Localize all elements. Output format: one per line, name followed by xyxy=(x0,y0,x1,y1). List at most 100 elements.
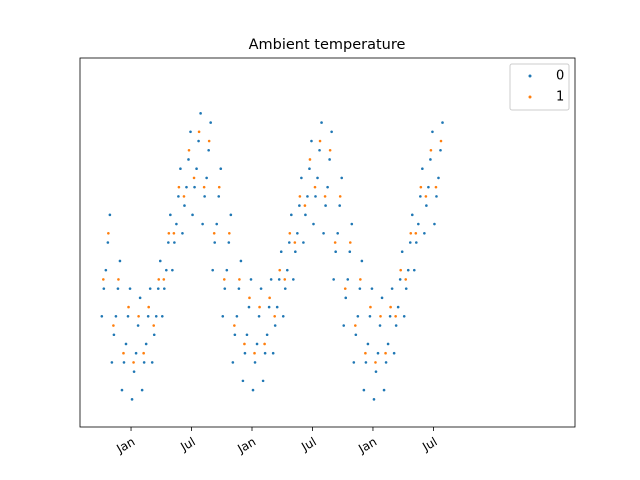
point xyxy=(223,287,227,290)
point xyxy=(294,250,297,254)
point xyxy=(318,139,322,143)
point xyxy=(160,315,164,318)
point xyxy=(398,278,402,281)
point xyxy=(238,278,241,281)
point xyxy=(359,278,362,281)
point xyxy=(421,167,424,170)
point xyxy=(241,379,245,383)
point xyxy=(342,324,346,327)
point xyxy=(334,250,337,254)
point xyxy=(205,176,208,180)
point xyxy=(177,185,181,189)
point xyxy=(128,287,132,290)
point xyxy=(235,315,239,318)
point xyxy=(437,176,440,180)
point xyxy=(439,148,442,152)
point xyxy=(406,268,410,272)
point xyxy=(217,195,221,198)
point xyxy=(248,296,251,300)
point xyxy=(402,315,406,318)
point xyxy=(177,195,180,198)
point xyxy=(414,231,418,235)
point xyxy=(324,204,327,207)
point xyxy=(330,130,333,134)
point xyxy=(217,185,221,189)
point xyxy=(195,167,198,170)
point xyxy=(424,195,428,198)
point xyxy=(281,315,285,318)
point xyxy=(390,287,394,290)
point xyxy=(344,296,348,300)
point xyxy=(316,176,319,180)
point xyxy=(247,305,251,309)
point xyxy=(231,361,235,364)
point xyxy=(140,388,144,392)
point xyxy=(116,287,120,290)
legend-box xyxy=(509,63,570,111)
point xyxy=(251,388,255,392)
point xyxy=(259,287,263,290)
point xyxy=(364,351,367,355)
point xyxy=(163,287,166,290)
point xyxy=(112,324,115,327)
point xyxy=(134,351,138,355)
point xyxy=(243,351,247,355)
point xyxy=(233,324,236,327)
point xyxy=(374,370,378,373)
point xyxy=(197,139,200,143)
point xyxy=(267,305,271,309)
point xyxy=(102,278,105,281)
point xyxy=(304,213,307,217)
point xyxy=(419,185,423,189)
point xyxy=(386,342,390,346)
x-tick-label: Jul xyxy=(177,435,197,455)
point xyxy=(253,351,256,355)
point xyxy=(394,315,397,318)
point xyxy=(265,333,269,337)
x-tick-label: Jul xyxy=(298,435,318,455)
point xyxy=(360,259,364,263)
point xyxy=(338,195,342,198)
point xyxy=(219,167,223,170)
point xyxy=(189,130,192,134)
point xyxy=(136,324,140,327)
point xyxy=(207,139,211,143)
point xyxy=(122,351,125,355)
point xyxy=(303,204,307,207)
legend-label: 0 xyxy=(556,69,564,84)
point xyxy=(434,185,438,189)
point xyxy=(423,231,426,235)
point xyxy=(348,250,352,254)
point xyxy=(346,278,350,281)
point xyxy=(425,204,428,207)
point xyxy=(275,305,279,309)
point xyxy=(253,361,257,364)
point xyxy=(199,112,202,115)
point xyxy=(409,231,413,235)
point xyxy=(110,361,114,364)
point xyxy=(171,268,174,272)
point xyxy=(410,213,414,217)
point xyxy=(336,231,339,235)
point xyxy=(343,287,347,290)
point xyxy=(296,231,299,235)
point xyxy=(127,305,130,309)
point xyxy=(287,241,291,244)
plot-frame xyxy=(79,57,576,428)
point xyxy=(313,185,317,189)
point xyxy=(368,315,372,318)
point xyxy=(152,333,156,337)
point xyxy=(277,278,281,281)
point xyxy=(273,315,276,318)
point xyxy=(288,231,292,235)
point xyxy=(362,388,366,392)
point xyxy=(185,185,188,189)
point xyxy=(239,259,243,263)
point xyxy=(212,231,216,235)
point xyxy=(392,351,396,355)
point xyxy=(222,278,226,281)
point xyxy=(122,361,126,364)
point xyxy=(356,315,360,318)
point xyxy=(333,241,337,244)
point xyxy=(388,315,392,318)
